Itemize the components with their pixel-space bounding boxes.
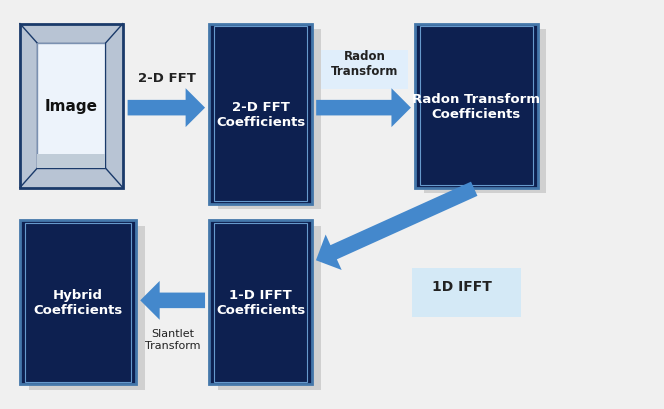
FancyBboxPatch shape [37, 44, 106, 169]
FancyBboxPatch shape [415, 25, 538, 188]
Text: 1D IFFT: 1D IFFT [432, 279, 491, 293]
Text: 2-D FFT: 2-D FFT [138, 72, 197, 85]
Text: 1-D IFFT
Coefficients: 1-D IFFT Coefficients [216, 289, 305, 317]
FancyBboxPatch shape [20, 221, 136, 384]
Text: Radon Transform
Coefficients: Radon Transform Coefficients [412, 92, 540, 120]
Text: Radon
Transform: Radon Transform [331, 49, 398, 77]
FancyBboxPatch shape [20, 25, 123, 188]
FancyBboxPatch shape [37, 44, 106, 169]
FancyBboxPatch shape [412, 268, 521, 317]
FancyBboxPatch shape [424, 30, 546, 193]
FancyBboxPatch shape [218, 226, 321, 390]
FancyBboxPatch shape [321, 51, 408, 90]
Text: Image: Image [45, 99, 98, 114]
FancyBboxPatch shape [37, 155, 106, 169]
FancyBboxPatch shape [209, 221, 312, 384]
Text: Slantlet
Transform: Slantlet Transform [145, 329, 201, 350]
Text: Hybrid
Coefficients: Hybrid Coefficients [33, 289, 123, 317]
FancyBboxPatch shape [29, 226, 145, 390]
FancyBboxPatch shape [218, 30, 321, 210]
Text: 2-D FFT
Coefficients: 2-D FFT Coefficients [216, 101, 305, 128]
FancyBboxPatch shape [209, 25, 312, 204]
